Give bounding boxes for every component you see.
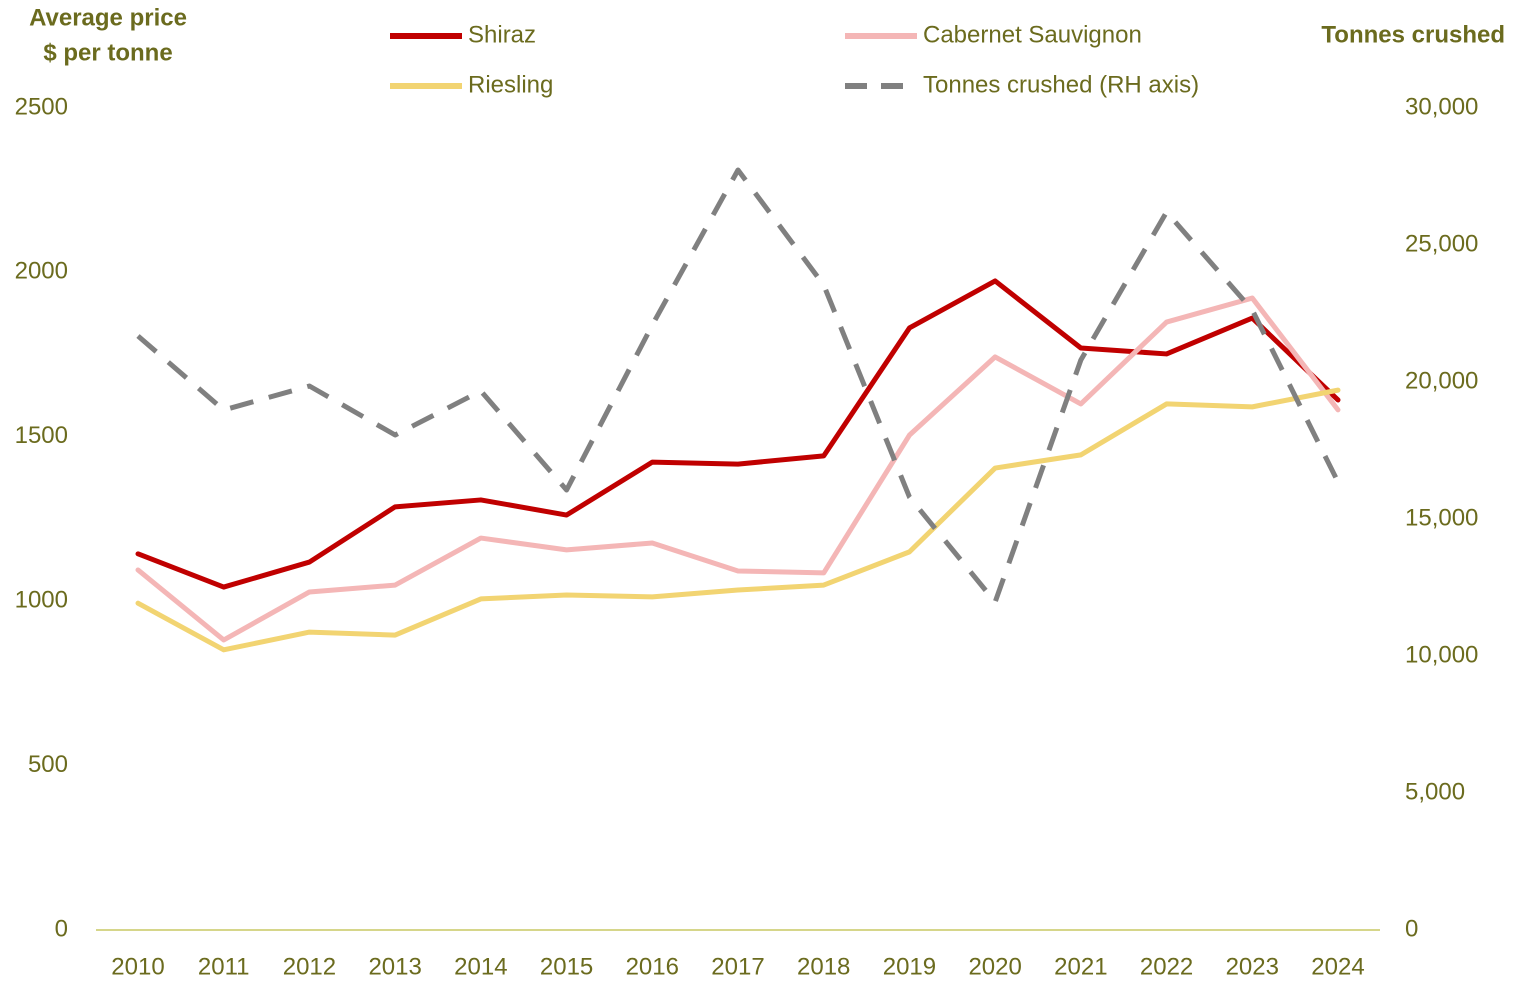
- legend-label: Riesling: [468, 71, 553, 98]
- x-tick-label: 2017: [711, 953, 764, 980]
- y-tick-label: 2500: [15, 93, 68, 120]
- x-tick-label: 2016: [626, 953, 679, 980]
- x-tick-label: 2014: [454, 953, 507, 980]
- y-tick-label: 500: [28, 751, 68, 778]
- y2-tick-label: 30,000: [1405, 93, 1478, 120]
- y2-tick-label: 15,000: [1405, 504, 1478, 531]
- y2-tick-label: 25,000: [1405, 230, 1478, 257]
- x-tick-label: 2013: [368, 953, 421, 980]
- y2-tick-label: 5,000: [1405, 778, 1465, 805]
- legend-label: Shiraz: [468, 21, 536, 48]
- y-tick-label: 2000: [15, 258, 68, 285]
- x-tick-label: 2010: [111, 953, 164, 980]
- y2-tick-label: 20,000: [1405, 367, 1478, 394]
- x-tick-label: 2011: [198, 953, 250, 980]
- legend-label: Tonnes crushed (RH axis): [923, 71, 1199, 98]
- y-tick-label: 0: [55, 915, 68, 942]
- x-tick-label: 2024: [1311, 953, 1364, 980]
- y2-tick-label: 10,000: [1405, 641, 1478, 668]
- x-tick-label: 2020: [968, 953, 1021, 980]
- y2-axis-title: Tonnes crushed: [1321, 21, 1505, 48]
- y2-tick-label: 0: [1405, 915, 1418, 942]
- series-line: [135, 295, 1341, 643]
- legend-label: Cabernet Sauvignon: [923, 21, 1142, 48]
- y-axis-title: Average price: [29, 4, 187, 31]
- x-tick-label: 2021: [1054, 953, 1107, 980]
- y-tick-label: 1500: [15, 422, 68, 449]
- x-tick-label: 2019: [883, 953, 936, 980]
- y-tick-label: 1000: [15, 587, 68, 614]
- series-line: [135, 387, 1341, 653]
- x-tick-label: 2015: [540, 953, 593, 980]
- y-axis-title: $ per tonne: [43, 39, 172, 66]
- x-tick-label: 2022: [1140, 953, 1193, 980]
- x-tick-label: 2018: [797, 953, 850, 980]
- x-tick-label: 2023: [1226, 953, 1279, 980]
- series-line: [136, 167, 1341, 605]
- x-tick-label: 2012: [283, 953, 336, 980]
